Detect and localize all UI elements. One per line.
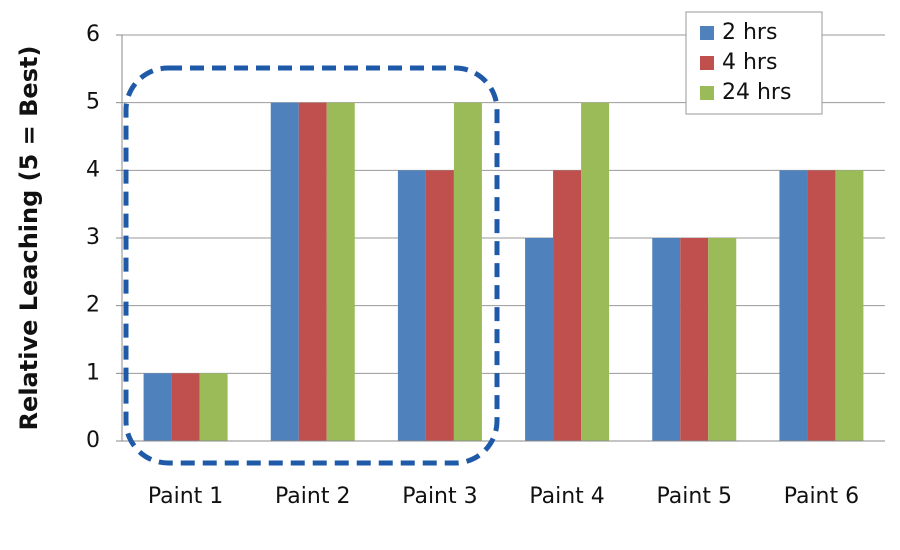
bar — [652, 238, 681, 441]
legend-swatch — [700, 56, 714, 70]
x-tick-label: Paint 5 — [656, 484, 732, 509]
x-tick-label: Paint 6 — [783, 484, 860, 509]
bar — [553, 170, 582, 442]
bar — [326, 102, 355, 442]
y-axis-label: Relative Leaching (5 = Best) — [15, 46, 43, 431]
x-tick-label: Paint 3 — [402, 484, 478, 509]
x-tick-label: Paint 1 — [147, 484, 224, 509]
y-tick-label: 0 — [86, 428, 100, 453]
x-tick-label: Paint 2 — [275, 484, 351, 509]
y-tick-label: 4 — [86, 157, 100, 182]
y-tick-label: 6 — [86, 22, 100, 47]
legend-label: 24 hrs — [722, 80, 791, 105]
bar — [581, 102, 610, 442]
y-tick-label: 2 — [86, 293, 100, 318]
y-tick-label: 3 — [86, 225, 100, 250]
legend-swatch — [700, 86, 714, 100]
bar — [298, 102, 327, 442]
bar — [270, 102, 299, 442]
bar — [397, 170, 426, 442]
bar — [708, 238, 737, 441]
legend-label: 4 hrs — [722, 50, 777, 75]
legend-swatch — [700, 26, 714, 40]
bar — [425, 170, 454, 442]
bar — [143, 373, 172, 441]
y-tick-label: 5 — [86, 90, 100, 115]
y-tick-label: 1 — [86, 360, 100, 385]
legend-label: 2 hrs — [722, 20, 777, 45]
bar — [680, 238, 709, 441]
bar — [779, 170, 808, 442]
bar — [199, 373, 228, 441]
bar — [525, 238, 554, 441]
bar — [835, 170, 864, 442]
x-tick-label: Paint 4 — [529, 484, 605, 509]
bar — [453, 102, 482, 442]
bar — [171, 373, 200, 441]
bar — [807, 170, 836, 442]
highlight-box — [123, 65, 500, 466]
